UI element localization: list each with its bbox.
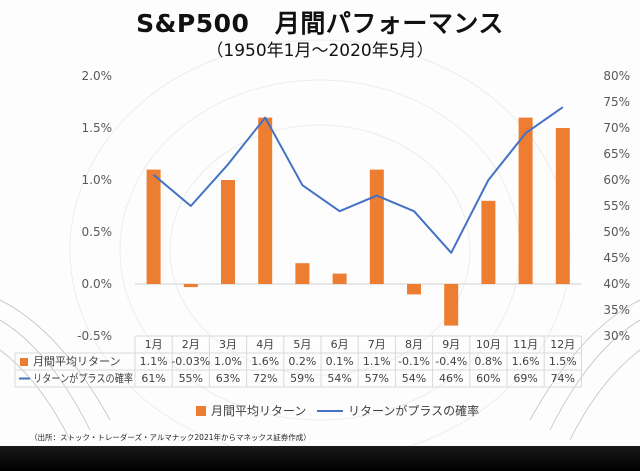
bar <box>295 263 310 284</box>
y-right-tick-label: 50% <box>603 225 630 239</box>
table-line-value: 69% <box>513 372 537 385</box>
bottom-band <box>0 446 640 471</box>
bar <box>518 117 533 284</box>
y-right-tick-label: 70% <box>603 121 630 135</box>
legend-line-label: リターンがプラスの確率 <box>348 403 479 418</box>
y-left-tick-label: 0.0% <box>82 277 113 291</box>
table-line-value: 63% <box>216 372 240 385</box>
table-bar-value: -0.4% <box>435 355 467 368</box>
category-label: 3月 <box>219 338 237 351</box>
category-label: 10月 <box>476 338 501 351</box>
table-line-value: 74% <box>551 372 575 385</box>
table-bar-value: -0.03% <box>171 355 210 368</box>
bar-series <box>146 117 570 326</box>
chart-subtitle: （1950年1月～2020年5月） <box>206 41 434 61</box>
y-left-axis: -0.5% 0.0% 0.5% 1.0% 1.5% 2.0% <box>77 69 112 343</box>
table-bar-value: 1.1% <box>363 355 391 368</box>
table-bar-value: 1.0% <box>214 355 242 368</box>
table-line-value: 72% <box>253 372 277 385</box>
table-bar-series-name: 月間平均リターン <box>33 355 120 368</box>
table-line-value: 54% <box>402 372 426 385</box>
category-labels: 1月 2月 3月 4月 5月 6月 7月 8月 9月 10月 11月 12月 <box>145 338 576 351</box>
table-bar-value: -0.1% <box>398 355 430 368</box>
bar <box>221 180 235 284</box>
bar <box>146 169 161 284</box>
y-right-tick-label: 65% <box>603 147 630 161</box>
table-line-value: 54% <box>327 372 351 385</box>
bar <box>258 117 273 284</box>
y-right-axis: 30% 35% 40% 45% 50% 55% 60% 65% 70% 75% 80% <box>603 69 630 343</box>
category-label: 1月 <box>145 338 163 351</box>
category-label: 7月 <box>368 338 386 351</box>
chart-title: S&P500 月間パフォーマンス <box>136 9 504 38</box>
table-line-value: 57% <box>365 372 389 385</box>
category-label: 2月 <box>182 338 200 351</box>
y-right-tick-label: 30% <box>603 329 630 343</box>
bar <box>444 284 459 326</box>
series-line <box>152 106 564 254</box>
table-line-value: 55% <box>179 372 203 385</box>
bar <box>481 200 496 284</box>
table-line-value: 60% <box>476 372 500 385</box>
table-line-value: 61% <box>141 372 165 385</box>
y-right-tick-label: 75% <box>603 95 630 109</box>
y-left-tick-label: 2.0% <box>82 69 113 83</box>
y-left-tick-label: 1.0% <box>82 173 113 187</box>
category-label: 8月 <box>405 338 423 351</box>
table-bar-value: 0.1% <box>326 355 354 368</box>
line-series <box>152 106 564 254</box>
bar <box>183 284 198 288</box>
source-note: （出所：ストック・トレーダーズ・アルマナック2021年からマネックス証券作成） <box>30 433 311 442</box>
y-left-tick-label: 0.5% <box>82 225 113 239</box>
data-table-rows: 月間平均リターン 1.1% -0.03% 1.0% 1.6% 0.2% 0.1% 1.1% -0… <box>19 355 577 385</box>
y-right-tick-label: 80% <box>603 69 630 83</box>
data-table-grid <box>14 335 582 388</box>
bar <box>555 128 570 284</box>
category-label: 6月 <box>331 338 349 351</box>
bar <box>407 284 421 295</box>
table-line-value: 46% <box>439 372 463 385</box>
y-right-tick-label: 35% <box>603 303 630 317</box>
table-bar-key <box>20 358 28 366</box>
y-left-tick-label: 1.5% <box>82 121 113 135</box>
category-label: 9月 <box>442 338 460 351</box>
category-label: 11月 <box>513 338 538 351</box>
bar <box>332 273 347 284</box>
category-label: 4月 <box>256 338 274 351</box>
table-bar-value: 0.8% <box>474 355 502 368</box>
category-label: 5月 <box>293 338 311 351</box>
table-bar-value: 1.1% <box>140 355 168 368</box>
y-right-tick-label: 60% <box>603 173 630 187</box>
table-bar-value: 0.2% <box>288 355 316 368</box>
y-left-tick-label: -0.5% <box>77 329 112 343</box>
bar <box>369 169 384 284</box>
y-right-tick-label: 40% <box>603 277 630 291</box>
legend-bar-swatch <box>196 406 206 416</box>
y-right-tick-label: 55% <box>603 199 630 213</box>
table-bar-value: 1.6% <box>251 355 279 368</box>
table-bar-value: 1.5% <box>549 355 577 368</box>
y-right-tick-label: 45% <box>603 251 630 265</box>
table-bar-value: 1.6% <box>512 355 540 368</box>
table-line-series-name: リターンがプラスの確率 <box>33 371 133 385</box>
category-label: 12月 <box>550 338 575 351</box>
legend: 月間平均リターン リターンがプラスの確率 <box>196 403 479 418</box>
table-line-value: 59% <box>290 372 314 385</box>
legend-bar-label: 月間平均リターン <box>211 404 306 418</box>
